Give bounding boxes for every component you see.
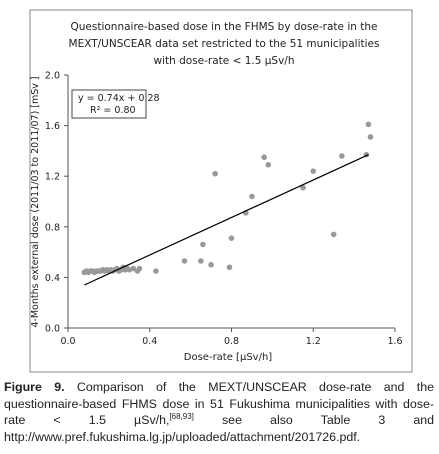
point — [130, 265, 137, 272]
trendline — [84, 154, 369, 286]
caption-reference: [68,93] — [169, 411, 194, 421]
point — [261, 154, 268, 161]
x-tick-label: 1.2 — [306, 336, 321, 347]
point — [300, 184, 306, 191]
chart-title: MEXT/UNSCEAR data set restricted to the … — [69, 38, 380, 50]
point — [249, 193, 255, 200]
point — [212, 170, 218, 177]
point — [208, 261, 214, 268]
point — [365, 121, 372, 128]
caption: Figure 9. Comparison of the MEXT/UNSCEAR… — [4, 379, 434, 445]
x-tick-label: 1.6 — [387, 336, 402, 347]
chart-title: with dose-rate < 1.5 µSv/h — [153, 55, 294, 67]
point — [339, 153, 345, 159]
point — [265, 162, 272, 168]
point — [310, 168, 317, 174]
x-axis-label: Dose-rate [µSv/h] — [184, 352, 273, 363]
x-tick-label: 0.8 — [224, 336, 239, 347]
y-tick-label: 1.2 — [45, 172, 60, 183]
point — [181, 258, 188, 264]
point — [367, 134, 374, 140]
chart-title: Questionnaire-based dose in the FHMS by … — [70, 21, 377, 33]
y-tick-label: 2.0 — [45, 71, 60, 82]
y-tick-label: 0.0 — [45, 324, 60, 335]
y-tick-label: 0.4 — [45, 273, 60, 284]
x-tick-label: 0.4 — [142, 336, 157, 347]
caption-text: see also Table 3 and http://www.pref.fuk… — [4, 413, 434, 444]
y-axis-label: 4-Months external dose (2011/03 to 2011/… — [30, 76, 41, 327]
chart-frame — [29, 9, 413, 373]
annotation-box — [71, 89, 147, 119]
point — [198, 258, 204, 264]
point — [330, 231, 337, 238]
y-tick-label: 1.6 — [45, 121, 60, 132]
annotation: R² = 0.80 — [90, 105, 136, 116]
annotation: y = 0.74x + 0.28 — [78, 93, 160, 104]
y-tick-label: 0.8 — [45, 222, 60, 233]
x-tick-label: 0.0 — [60, 336, 75, 347]
point — [226, 264, 233, 271]
point — [136, 265, 143, 272]
point — [153, 268, 159, 274]
point — [200, 241, 206, 248]
caption-text: Comparison of the MEXT/UNSCEAR dose-rate… — [4, 380, 434, 427]
point — [228, 235, 235, 241]
chart: Questionnaire-based dose in the FHMS by … — [29, 9, 413, 373]
caption-label: Figure 9. — [4, 380, 65, 394]
